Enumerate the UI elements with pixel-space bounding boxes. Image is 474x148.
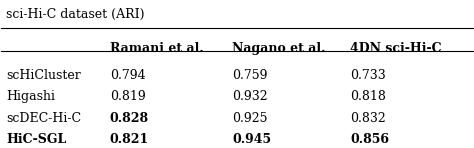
- Text: sci-Hi-C dataset (ARI): sci-Hi-C dataset (ARI): [6, 8, 145, 21]
- Text: Ramani et al.: Ramani et al.: [110, 42, 203, 55]
- Text: 0.932: 0.932: [232, 90, 268, 103]
- Text: 0.794: 0.794: [110, 69, 146, 82]
- Text: 0.945: 0.945: [232, 133, 272, 146]
- Text: Nagano et al.: Nagano et al.: [232, 42, 326, 55]
- Text: 0.819: 0.819: [110, 90, 146, 103]
- Text: 0.818: 0.818: [350, 90, 386, 103]
- Text: 0.828: 0.828: [110, 112, 149, 125]
- Text: scDEC-Hi-C: scDEC-Hi-C: [6, 112, 81, 125]
- Text: HiC-SGL: HiC-SGL: [6, 133, 66, 146]
- Text: 0.925: 0.925: [232, 112, 268, 125]
- Text: 0.821: 0.821: [110, 133, 149, 146]
- Text: 0.733: 0.733: [350, 69, 386, 82]
- Text: 0.856: 0.856: [350, 133, 389, 146]
- Text: 0.832: 0.832: [350, 112, 386, 125]
- Text: scHiCluster: scHiCluster: [6, 69, 81, 82]
- Text: Higashi: Higashi: [6, 90, 55, 103]
- Text: 4DN sci-Hi-C: 4DN sci-Hi-C: [350, 42, 442, 55]
- Text: 0.759: 0.759: [232, 69, 268, 82]
